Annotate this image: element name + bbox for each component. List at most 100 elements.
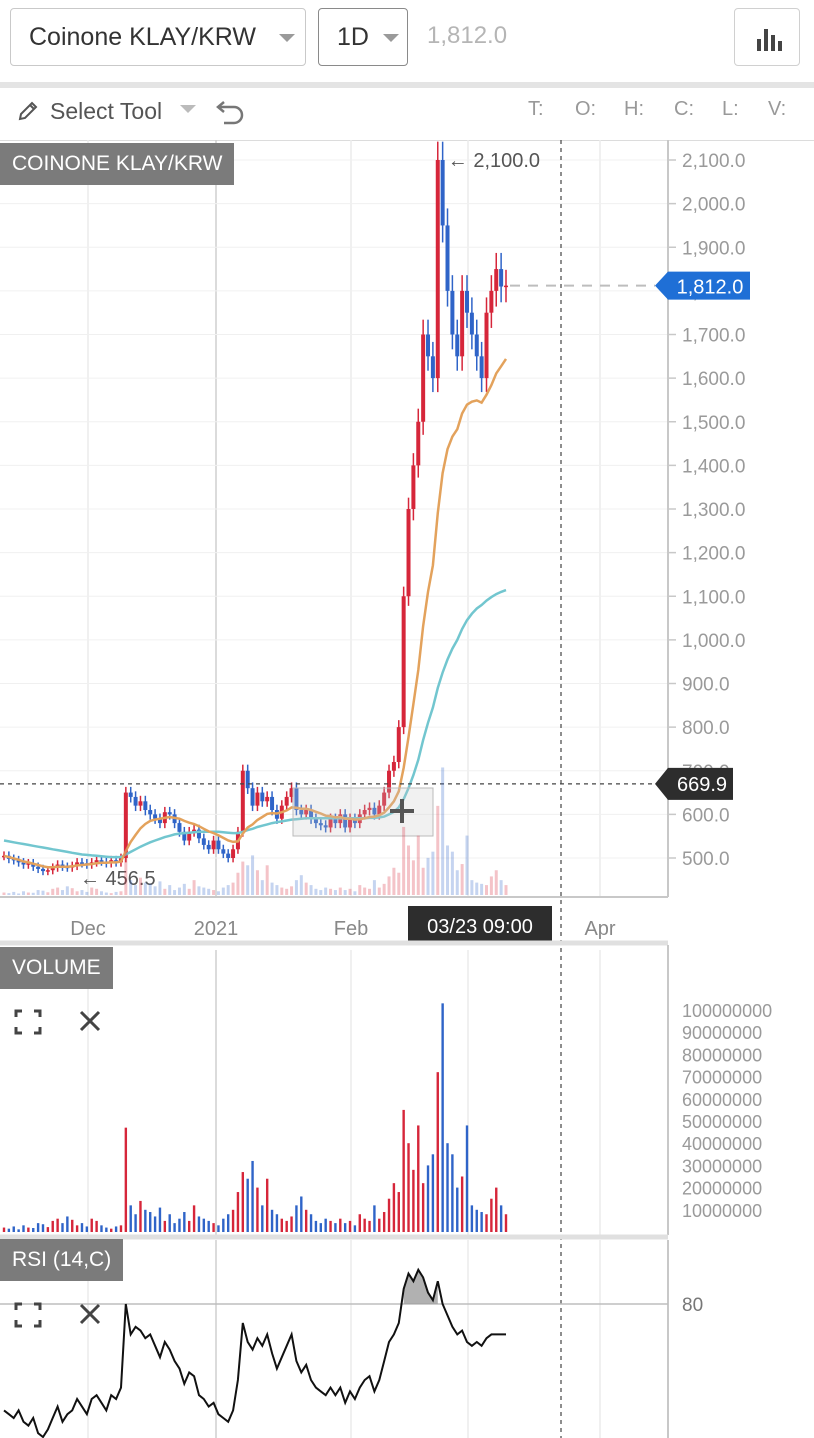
candle-body [479, 356, 484, 379]
candle-body [469, 312, 474, 335]
price-tick-label: 1,400.0 [682, 456, 745, 477]
overlay-volume-bar [387, 876, 391, 895]
undo-icon[interactable] [214, 96, 246, 126]
ohlc-label-l: L: [722, 98, 739, 120]
volume-bar [66, 1216, 69, 1232]
expand-icon[interactable] [14, 1009, 42, 1035]
overlay-volume-bar [7, 893, 11, 895]
candle-body [128, 792, 133, 797]
overlay-volume-bar [285, 888, 289, 895]
top-bar: Coinone KLAY/KRW 1D 1,812.0 [0, 0, 814, 82]
volume-bar [265, 1178, 269, 1232]
volume-bar [485, 1214, 488, 1232]
symbol-dropdown[interactable]: Coinone KLAY/KRW [10, 8, 306, 66]
overlay-volume-bar [12, 891, 16, 895]
overlay-volume-bar [36, 890, 40, 895]
volume-bar [95, 1220, 98, 1232]
time-tick-label: Dec [70, 918, 106, 940]
candle-body [284, 796, 289, 806]
chevron-down-icon[interactable] [180, 105, 196, 113]
candle-body [333, 818, 338, 824]
volume-bar [153, 1216, 157, 1232]
price-tick-label: 800.0 [682, 718, 730, 739]
price-tick-label: 1,900.0 [682, 238, 745, 259]
ohlc-label-o: O: [575, 98, 597, 120]
overlay-volume-bar [56, 887, 60, 895]
candle-body [187, 831, 192, 841]
volume-bar [90, 1218, 93, 1232]
candle-body [465, 290, 470, 313]
overlay-volume-bar [134, 885, 138, 895]
expand-icon[interactable] [14, 1302, 42, 1328]
volume-tick-label: 80000000 [682, 1045, 762, 1065]
close-icon[interactable] [78, 1009, 102, 1033]
candle-body [182, 831, 187, 841]
interval-dropdown[interactable]: 1D [318, 8, 408, 66]
volume-bar [222, 1218, 225, 1232]
overlay-volume-bar [319, 890, 323, 895]
volume-bar [300, 1196, 303, 1232]
overlay-volume-bar [416, 835, 420, 895]
overlay-volume-bar [207, 888, 211, 895]
volume-bar [183, 1212, 186, 1232]
overlay-volume-bar [294, 880, 298, 895]
volume-bar [149, 1212, 152, 1232]
overlay-volume-bar [485, 885, 489, 895]
overlay-volume-bar [368, 888, 372, 895]
candle-body [396, 727, 401, 763]
candle-body [348, 818, 353, 828]
overlay-volume-bar [499, 880, 503, 895]
candle-body [411, 465, 416, 509]
candle-body [138, 801, 143, 806]
price-tick-label: 1,100.0 [682, 587, 745, 608]
pencil-icon[interactable] [16, 99, 40, 123]
price-tick-label: 1,500.0 [682, 413, 745, 434]
overlay-volume-bar [216, 891, 220, 895]
chevron-down-icon [279, 34, 295, 42]
overlay-volume-bar [358, 885, 362, 895]
overlay-volume-bar [187, 888, 191, 895]
volume-bar [51, 1220, 54, 1232]
volume-bar [270, 1209, 274, 1232]
interval-label: 1D [337, 22, 369, 51]
close-icon[interactable] [78, 1302, 102, 1326]
chart-canvas[interactable]: 2,100.02,000.01,900.01,800.01,700.01,600… [0, 140, 814, 1438]
overlay-volume-bar [221, 887, 225, 895]
overlay-volume-bar [158, 881, 162, 895]
volume-bar [168, 1214, 171, 1232]
chart-type-button[interactable] [734, 8, 800, 66]
overlay-volume-bar [192, 880, 196, 895]
volume-bar [114, 1226, 118, 1232]
volume-bar [56, 1218, 59, 1232]
volume-bar [304, 1209, 308, 1232]
volume-panel-title: VOLUME [0, 947, 113, 989]
volume-bar [417, 1125, 420, 1232]
overlay-volume-bar [75, 891, 79, 895]
overlay-volume-bar [402, 826, 406, 895]
volume-bar [480, 1212, 483, 1232]
price-tick-label: 2,100.0 [682, 151, 745, 172]
candle-body [367, 807, 372, 811]
volume-bar [348, 1220, 352, 1232]
volume-bar [456, 1187, 459, 1232]
select-tool-button[interactable]: Select Tool [50, 98, 163, 124]
volume-bar [319, 1223, 322, 1232]
time-tick-label: Feb [334, 918, 368, 940]
overlay-volume-bar [333, 890, 337, 895]
candle-body [240, 770, 245, 832]
volume-bar [202, 1218, 206, 1232]
candle-body [206, 844, 211, 850]
ohlc-label-c: C: [674, 98, 694, 120]
candle-body [45, 870, 50, 872]
candle-body [499, 269, 504, 287]
volume-bar [105, 1227, 108, 1232]
overlay-volume-bar [168, 885, 172, 895]
volume-bar [334, 1223, 337, 1232]
overlay-volume-bar [236, 872, 240, 895]
volume-bar [231, 1209, 235, 1232]
volume-bar [504, 1214, 508, 1232]
volume-bar [212, 1223, 215, 1232]
overlay-volume-bar [455, 870, 459, 895]
candle-body [221, 849, 226, 854]
volume-bar [256, 1187, 259, 1232]
